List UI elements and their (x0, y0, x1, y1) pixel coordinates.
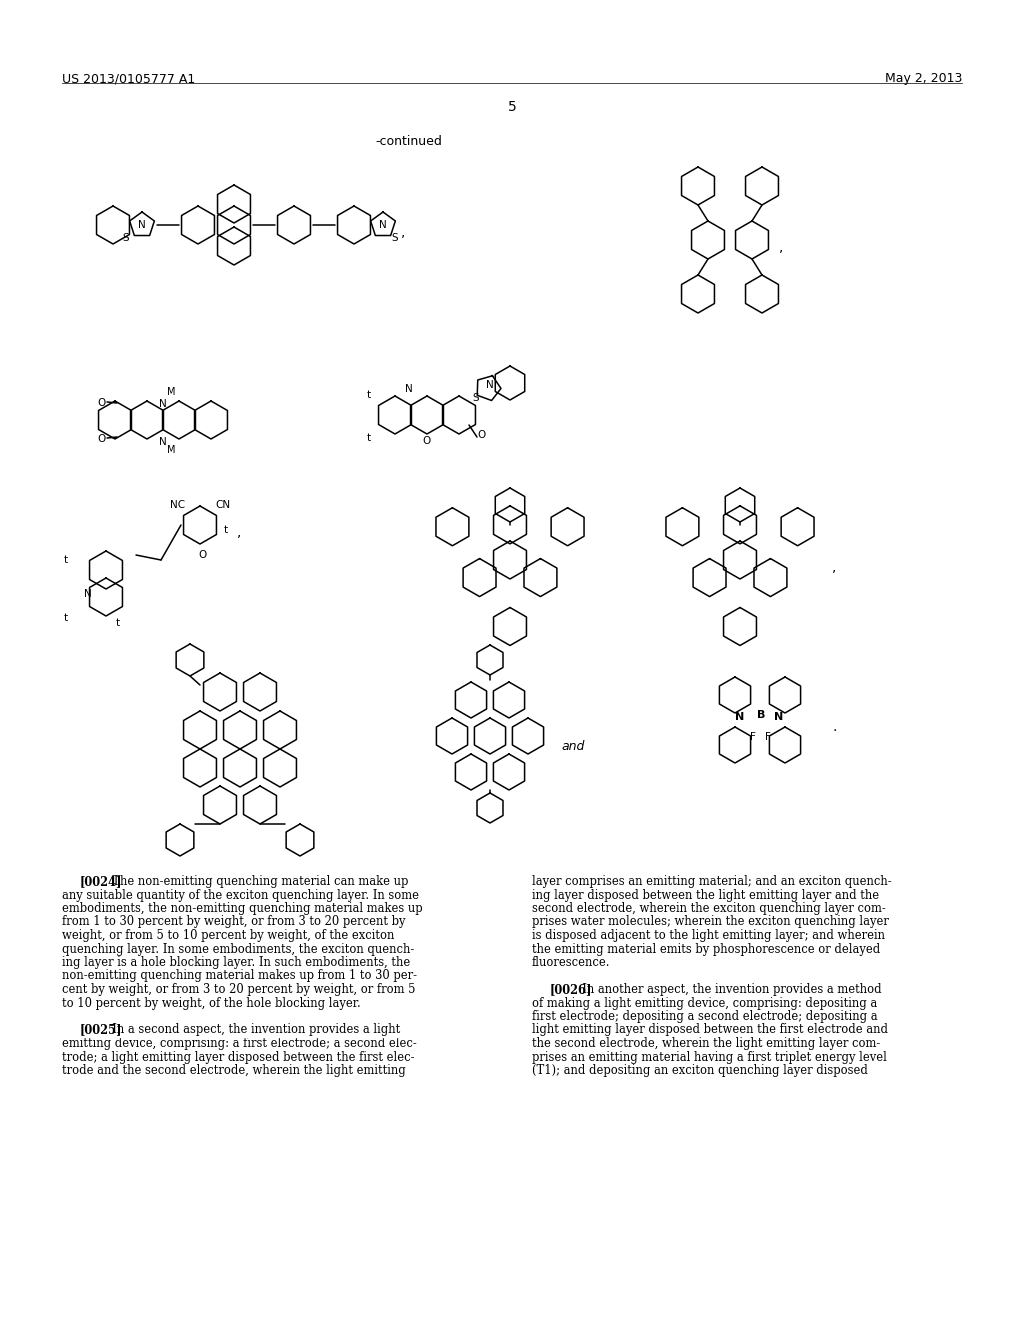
Text: second electrode, wherein the exciton quenching layer com-: second electrode, wherein the exciton qu… (532, 902, 886, 915)
Text: prises an emitting material having a first triplet energy level: prises an emitting material having a fir… (532, 1051, 887, 1064)
Text: first electrode; depositing a second electrode; depositing a: first electrode; depositing a second ele… (532, 1010, 878, 1023)
Text: any suitable quantity of the exciton quenching layer. In some: any suitable quantity of the exciton que… (62, 888, 419, 902)
Text: of making a light emitting device, comprising: depositing a: of making a light emitting device, compr… (532, 997, 878, 1010)
Text: emitting device, comprising: a first electrode; a second elec-: emitting device, comprising: a first ele… (62, 1038, 417, 1049)
Text: first electrode; depositing a second electrode; depositing a: first electrode; depositing a second ele… (532, 1010, 878, 1023)
Text: (T1); and depositing an exciton quenching layer disposed: (T1); and depositing an exciton quenchin… (532, 1064, 868, 1077)
Text: O: O (422, 436, 430, 446)
Text: t: t (63, 554, 69, 565)
Text: S: S (122, 234, 129, 243)
Text: embodiments, the non-emitting quenching material makes up: embodiments, the non-emitting quenching … (62, 902, 423, 915)
Text: second electrode, wherein the exciton quenching layer com-: second electrode, wherein the exciton qu… (532, 902, 886, 915)
Text: quenching layer. In some embodiments, the exciton quench-: quenching layer. In some embodiments, th… (62, 942, 415, 956)
Text: prises water molecules; wherein the exciton quenching layer: prises water molecules; wherein the exci… (532, 916, 889, 928)
Text: t: t (224, 525, 228, 535)
Text: t: t (367, 433, 371, 444)
Text: N: N (159, 399, 167, 409)
Text: layer comprises an emitting material; and an exciton quench-: layer comprises an emitting material; an… (532, 875, 892, 888)
Text: weight, or from 5 to 10 percent by weight, of the exciton: weight, or from 5 to 10 percent by weigh… (62, 929, 394, 942)
Text: t: t (116, 618, 120, 628)
Text: In another aspect, the invention provides a method: In another aspect, the invention provide… (575, 983, 882, 997)
Text: is disposed adjacent to the light emitting layer; and wherein: is disposed adjacent to the light emitti… (532, 929, 885, 942)
Text: prises an emitting material having a first triplet energy level: prises an emitting material having a fir… (532, 1051, 887, 1064)
Text: to 10 percent by weight, of the hole blocking layer.: to 10 percent by weight, of the hole blo… (62, 997, 360, 1010)
Text: the second electrode, wherein the light emitting layer com-: the second electrode, wherein the light … (532, 1038, 881, 1049)
Text: F: F (765, 733, 771, 742)
Text: M: M (167, 445, 175, 455)
Text: S: S (472, 393, 478, 403)
Text: and: and (561, 741, 585, 752)
Text: N: N (774, 711, 783, 722)
Text: (T1); and depositing an exciton quenching layer disposed: (T1); and depositing an exciton quenchin… (532, 1064, 868, 1077)
Text: trode; a light emitting layer disposed between the first elec-: trode; a light emitting layer disposed b… (62, 1051, 415, 1064)
Text: ,: , (779, 240, 783, 253)
Text: ing layer is a hole blocking layer. In such embodiments, the: ing layer is a hole blocking layer. In s… (62, 956, 411, 969)
Text: O: O (97, 434, 105, 444)
Text: light emitting layer disposed between the first electrode and: light emitting layer disposed between th… (532, 1023, 888, 1036)
Text: t: t (367, 389, 371, 400)
Text: is disposed adjacent to the light emitting layer; and wherein: is disposed adjacent to the light emitti… (532, 929, 885, 942)
Text: ,: , (401, 224, 406, 239)
Text: O: O (477, 430, 485, 440)
Text: NC: NC (170, 500, 185, 510)
Text: [0026]  In another aspect, the invention provides a method: [0026] In another aspect, the invention … (532, 983, 891, 997)
Text: N: N (84, 589, 92, 599)
Text: [0026]: [0026] (549, 983, 592, 997)
Text: N: N (379, 220, 387, 230)
Text: US 2013/0105777 A1: US 2013/0105777 A1 (62, 73, 196, 84)
Text: fluorescence.: fluorescence. (532, 956, 610, 969)
Text: B: B (757, 710, 765, 719)
Text: S: S (391, 234, 397, 243)
Text: F: F (750, 733, 756, 742)
Text: ,: , (237, 525, 242, 539)
Text: the emitting material emits by phosphorescence or delayed: the emitting material emits by phosphore… (532, 942, 881, 956)
Text: light emitting layer disposed between the first electrode and: light emitting layer disposed between th… (532, 1023, 888, 1036)
Text: The non-emitting quenching material can make up: The non-emitting quenching material can … (105, 875, 409, 888)
Bar (60, 1022, 530, 1038)
Text: non-emitting quenching material makes up from 1 to 30 per-: non-emitting quenching material makes up… (62, 969, 417, 982)
Text: N: N (159, 437, 167, 447)
Text: N: N (735, 711, 744, 722)
Text: O: O (97, 399, 105, 408)
Text: of making a light emitting device, comprising: depositing a: of making a light emitting device, compr… (532, 997, 878, 1010)
Text: the emitting material emits by phosphorescence or delayed: the emitting material emits by phosphore… (532, 942, 881, 956)
Text: prises water molecules; wherein the exciton quenching layer: prises water molecules; wherein the exci… (532, 916, 889, 928)
Bar (530, 870, 1000, 1082)
Text: O: O (198, 550, 206, 560)
Text: May 2, 2013: May 2, 2013 (885, 73, 962, 84)
Text: layer comprises an emitting material; and an exciton quench-: layer comprises an emitting material; an… (532, 875, 892, 888)
Text: N: N (406, 384, 413, 393)
Text: M: M (167, 387, 175, 397)
Text: the second electrode, wherein the light emitting layer com-: the second electrode, wherein the light … (532, 1038, 881, 1049)
Text: .: . (833, 719, 838, 734)
Text: fluorescence.: fluorescence. (532, 956, 610, 969)
Text: ing layer disposed between the light emitting layer and the: ing layer disposed between the light emi… (532, 888, 880, 902)
Text: [0024]: [0024] (79, 875, 122, 888)
Text: cent by weight, or from 3 to 20 percent by weight, or from 5: cent by weight, or from 3 to 20 percent … (62, 983, 416, 997)
Text: t: t (63, 612, 69, 623)
Text: N: N (486, 380, 494, 389)
Text: [0025]  In a second aspect, the invention provides a light: [0025] In a second aspect, the invention… (62, 1023, 411, 1036)
Text: [0025]: [0025] (79, 1023, 122, 1036)
Text: ing layer disposed between the light emitting layer and the: ing layer disposed between the light emi… (532, 888, 880, 902)
Text: N: N (138, 220, 145, 230)
Text: 5: 5 (508, 100, 516, 114)
Text: -continued: -continued (375, 135, 442, 148)
Text: In a second aspect, the invention provides a light: In a second aspect, the invention provid… (105, 1023, 400, 1036)
Text: CN: CN (215, 500, 230, 510)
Text: trode and the second electrode, wherein the light emitting: trode and the second electrode, wherein … (62, 1064, 406, 1077)
Text: ,: , (831, 560, 836, 574)
Text: from 1 to 30 percent by weight, or from 3 to 20 percent by: from 1 to 30 percent by weight, or from … (62, 916, 406, 928)
